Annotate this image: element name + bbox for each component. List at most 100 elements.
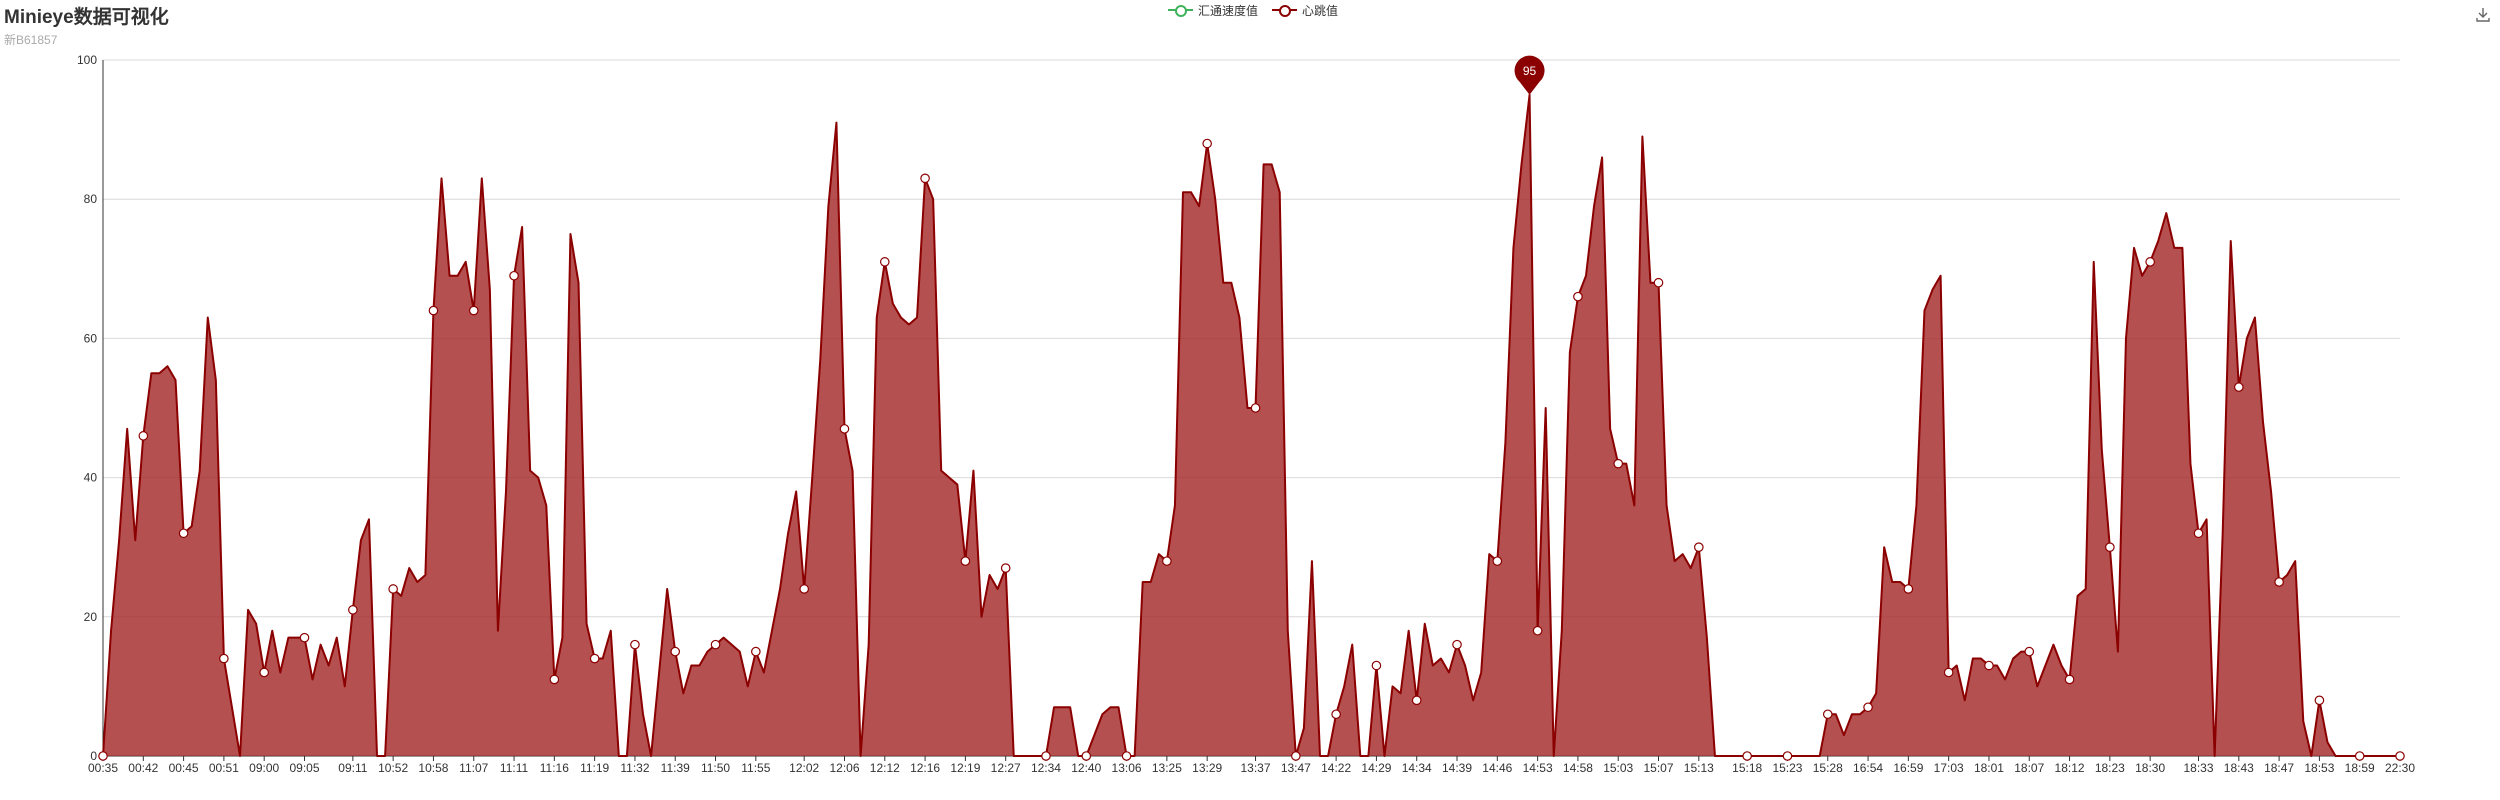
legend-item-speed[interactable]: 汇通速度值: [1168, 2, 1258, 19]
y-tick-label: 0: [90, 749, 97, 763]
data-point: [1202, 138, 1212, 149]
x-tick-label: 12:16: [910, 761, 940, 775]
data-point: [1532, 625, 1543, 636]
legend-label-heartbeat: 心跳值: [1302, 3, 1339, 18]
x-tick-label: 10:58: [418, 761, 448, 775]
data-point: [388, 584, 398, 594]
data-point: [1081, 751, 1092, 761]
x-tick-label: 18:30: [2135, 761, 2165, 775]
data-point: [1041, 751, 1051, 761]
data-point: [98, 751, 108, 761]
data-point: [839, 424, 850, 434]
data-point: [1371, 660, 1382, 671]
data-point: [1943, 667, 1954, 678]
data-point: [1492, 556, 1503, 566]
x-tick-label: 09:05: [289, 761, 319, 775]
x-tick-label: 18:33: [2183, 761, 2213, 775]
x-tick-label: 18:01: [1974, 761, 2004, 775]
max-value-pin: [1514, 55, 1545, 95]
x-tick-label: 10:52: [378, 761, 408, 775]
max-value-label: 95: [1523, 64, 1537, 78]
legend-item-heartbeat[interactable]: 心跳值: [1272, 2, 1338, 19]
x-tick-label: 13:06: [1112, 761, 1142, 775]
x-tick-label: 11:19: [580, 761, 609, 775]
x-tick-label: 15:03: [1603, 761, 1633, 775]
data-point: [1121, 751, 1132, 761]
x-tick-label: 00:42: [128, 761, 158, 775]
data-point: [2354, 751, 2365, 761]
x-tick-label: 14:53: [1523, 761, 1553, 775]
data-point: [1573, 291, 1583, 302]
data-point: [1694, 542, 1704, 552]
chart-title: Minieye数据可视化: [4, 7, 169, 28]
data-point: [2024, 646, 2035, 657]
data-point: [2234, 382, 2244, 392]
x-tick-label: 17:03: [1934, 761, 1964, 775]
x-tick-label: 22:30: [2385, 761, 2415, 775]
x-tick-label: 18:59: [2345, 761, 2375, 775]
data-point: [1782, 751, 1793, 761]
x-tick-label: 13:37: [1241, 761, 1271, 775]
x-tick-label: 12:40: [1071, 761, 1101, 775]
x-tick-label: 00:51: [209, 761, 239, 775]
data-point: [2145, 257, 2155, 267]
data-point: [1863, 702, 1873, 713]
data-point: [138, 431, 149, 441]
x-tick-label: 14:58: [1563, 761, 1593, 775]
data-point: [219, 653, 229, 664]
x-tick-label: 18:23: [2095, 761, 2125, 775]
data-point: [879, 257, 890, 267]
x-tick-label: 12:02: [789, 761, 819, 775]
x-tick-label: 11:32: [620, 761, 649, 775]
x-tick-label: 18:43: [2224, 761, 2254, 775]
download-icon[interactable]: [2474, 6, 2492, 24]
x-tick-label: 18:53: [2304, 761, 2334, 775]
x-tick-label: 14:46: [1482, 761, 1512, 775]
x-tick-label: 14:39: [1442, 761, 1472, 775]
x-tick-label: 15:28: [1813, 761, 1843, 775]
data-point: [1653, 277, 1664, 288]
data-point: [1291, 751, 1301, 761]
data-point: [259, 667, 269, 678]
x-tick-label: 00:35: [88, 761, 118, 775]
x-tick-label: 18:12: [2055, 761, 2085, 775]
x-tick-label: 11:39: [661, 761, 690, 775]
data-point: [2395, 751, 2405, 761]
data-point: [670, 646, 681, 657]
x-tick-label: 11:16: [540, 761, 569, 775]
y-tick-label: 60: [84, 331, 98, 345]
y-tick-label: 40: [84, 471, 98, 485]
x-tick-label: 15:18: [1732, 761, 1762, 775]
x-tick-label: 00:45: [169, 761, 199, 775]
data-point: [1250, 403, 1261, 413]
x-tick-label: 13:47: [1281, 761, 1311, 775]
data-point: [1331, 709, 1341, 720]
data-point: [920, 173, 930, 184]
x-tick-label: 11:50: [701, 761, 730, 775]
data-point: [751, 646, 761, 657]
legend-label-speed: 汇通速度值: [1198, 3, 1259, 18]
y-tick-label: 80: [84, 192, 98, 206]
x-tick-label: 18:07: [2014, 761, 2044, 775]
data-point: [2064, 674, 2075, 685]
data-point: [1452, 639, 1462, 650]
data-point: [1822, 709, 1833, 720]
data-point: [299, 632, 310, 643]
x-tick-label: 16:59: [1893, 761, 1923, 775]
x-tick-label: 11:07: [459, 761, 488, 775]
x-tick-label: 14:34: [1402, 761, 1432, 775]
data-point: [1411, 695, 1422, 706]
data-point: [1742, 751, 1752, 761]
data-point: [2274, 577, 2284, 587]
x-tick-label: 15:13: [1684, 761, 1714, 775]
x-tick-label: 11:11: [500, 761, 529, 775]
x-tick-label: 12:06: [829, 761, 859, 775]
x-tick-label: 12:19: [950, 761, 980, 775]
x-tick-label: 09:00: [249, 761, 279, 775]
data-point: [468, 305, 479, 316]
data-point: [348, 605, 358, 615]
x-tick-label: 12:34: [1031, 761, 1061, 775]
x-tick-label: 13:25: [1152, 761, 1182, 775]
y-tick-label: 100: [77, 53, 97, 67]
data-point: [589, 653, 600, 664]
